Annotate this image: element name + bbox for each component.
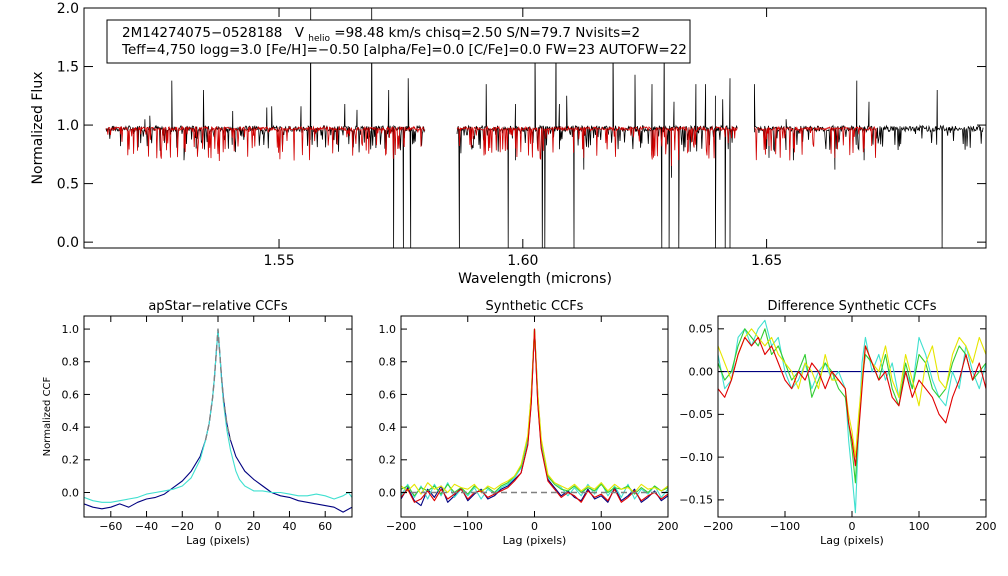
- spectrum-xtick-label: 1.60: [507, 253, 538, 269]
- apstar_ccf-xtick-label: −60: [99, 520, 122, 533]
- apstar_ccf-title: apStar−relative CCFs: [148, 299, 288, 314]
- apstar_ccf-series-cyan: [84, 328, 352, 503]
- spectrum-model-chip-1: [105, 125, 425, 162]
- synthetic_ccf-ytick-label: 0.8: [379, 356, 397, 369]
- spectrum-plot-area: [105, 8, 984, 248]
- synthetic_ccf-series-red: [401, 328, 668, 503]
- synthetic_ccf-ytick-label: 0.4: [379, 421, 397, 434]
- synthetic_ccf-plot-area: [401, 328, 668, 507]
- vhelio-label: V: [295, 25, 305, 41]
- apstar_ccf-xtick-label: 0: [215, 520, 222, 533]
- apstar_ccf-panel: −60 −40 −20 0 20 40 60 0.0 0.2 0.4 0.6 0.8 1.0 Lag (p…: [42, 299, 353, 547]
- info-line-1: 2M14274075−0528188 V helio =98.48 km/s c…: [122, 25, 640, 45]
- spectrum-model-chip-2: [456, 125, 738, 167]
- apstar_ccf-xlabel: Lag (pixels): [186, 534, 250, 547]
- difference_ccf-ytick-label: 0.00: [689, 365, 714, 378]
- synthetic_ccf-series-cyan: [401, 328, 668, 500]
- apstar_ccf-ylabel: Normalized CCF: [42, 376, 53, 456]
- vhelio-value: =98.48 km/s chisq=2.50 S/N=79.7 Nvisits=…: [334, 25, 640, 41]
- synthetic_ccf-series-green: [401, 328, 668, 497]
- spectrum-ytick-label: 2.0: [57, 1, 79, 17]
- spectrum-observed-chip-1: [105, 8, 426, 248]
- apstar_ccf-series-gray-dash: [204, 328, 232, 441]
- apstar_ccf-xtick-label: −20: [171, 520, 194, 533]
- spectrum-model-chip-3: [754, 125, 877, 161]
- difference_ccf-xlabel: Lag (pixels): [820, 534, 884, 547]
- difference_ccf-ytick-label: −0.15: [679, 494, 713, 507]
- spectrum-ytick-label: 0.5: [57, 177, 79, 193]
- synthetic_ccf-ytick-label: 1.0: [379, 323, 397, 336]
- spectrum-xtick-label: 1.65: [751, 253, 782, 269]
- spectrum-xlabel: Wavelength (microns): [458, 271, 612, 287]
- difference_ccf-xtick-label: −100: [770, 520, 800, 533]
- apstar_ccf-xtick-label: 20: [247, 520, 261, 533]
- apstar_ccf-frame: [83, 315, 353, 518]
- difference_ccf-panel: −200 −100 0 100 200 −0.15 −0.10 −0.05 0.00 0.05 La…: [679, 299, 996, 547]
- apstar_ccf-ytick-label: 0.4: [62, 421, 80, 434]
- info-box-frame: [106, 19, 691, 64]
- vhelio-subscript: helio: [308, 34, 330, 44]
- synthetic_ccf-title: Synthetic CCFs: [486, 299, 584, 314]
- apstar_ccf-xtick-label: 40: [282, 520, 296, 533]
- spectrum-ytick-label: 1.5: [57, 59, 79, 75]
- synthetic_ccf-xlabel: Lag (pixels): [503, 534, 567, 547]
- difference_ccf-title: Difference Synthetic CCFs: [767, 299, 936, 314]
- synthetic_ccf-ytick-label: 0.2: [379, 454, 397, 467]
- apstar_ccf-xtick-label: 60: [318, 520, 332, 533]
- difference_ccf-plot-area: [718, 319, 986, 514]
- synthetic_ccf-ytick-label: 0.6: [379, 388, 397, 401]
- spectrum-observed-chip-3: [754, 80, 984, 248]
- synthetic_ccf-series-yellow: [401, 328, 668, 495]
- apstar_ccf-ytick-label: 1.0: [62, 323, 80, 336]
- spectrum-ylabel: Normalized Flux: [30, 72, 46, 185]
- spectrum-ytick-label: 0.0: [57, 235, 79, 251]
- synthetic_ccf-xtick-label: −200: [386, 520, 416, 533]
- spectrum-frame: [83, 7, 987, 249]
- difference_ccf-series-red: [718, 336, 986, 467]
- synthetic_ccf-xtick-label: 100: [591, 520, 612, 533]
- apstar_ccf-ytick-label: 0.2: [62, 454, 80, 467]
- synthetic_ccf-series-navy: [401, 328, 668, 507]
- apstar_ccf-ytick-label: 0.6: [62, 388, 80, 401]
- synthetic_ccf-ytick-label: 0.0: [379, 486, 397, 499]
- synthetic_ccf-xtick-label: −100: [453, 520, 483, 533]
- difference_ccf-xtick-label: 200: [976, 520, 997, 533]
- apstar_ccf-series-navy: [84, 330, 352, 513]
- plots-layer: 1.55 1.60 1.65 0.0 0.5 1.0 1.5 2.0 Wavelength (m…: [30, 1, 997, 547]
- difference_ccf-ytick-label: 0.05: [689, 323, 714, 336]
- synthetic_ccf-xtick-label: 0: [531, 520, 538, 533]
- difference_ccf-ytick-label: −0.10: [679, 451, 713, 464]
- apstar_ccf-ytick-label: 0.0: [62, 486, 80, 499]
- star-id: 2M14274075−0528188: [122, 25, 282, 41]
- spectrum-info-box: 2M14274075−0528188 V helio =98.48 km/s c…: [106, 19, 691, 64]
- difference_ccf-xtick-label: 0: [849, 520, 856, 533]
- spectrum-xtick-label: 1.55: [263, 253, 294, 269]
- apstar_ccf-ytick-label: 0.8: [62, 356, 80, 369]
- synthetic_ccf-xtick-label: 200: [658, 520, 679, 533]
- info-line-2: Teff=4,750 logg=3.0 [Fe/H]=−0.50 [alpha/…: [121, 42, 687, 58]
- difference_ccf-xtick-label: −200: [703, 520, 733, 533]
- apstar_ccf-xtick-label: −40: [135, 520, 158, 533]
- apstar_ccf-plot-area: [84, 328, 352, 513]
- spectrum-ytick-label: 1.0: [57, 118, 79, 134]
- difference_ccf-ytick-label: −0.05: [679, 408, 713, 421]
- difference_ccf-series-cyan: [718, 319, 986, 514]
- difference_ccf-series-green: [718, 328, 986, 484]
- spectrum-panel: 1.55 1.60 1.65 0.0 0.5 1.0 1.5 2.0 Wavelength (m…: [30, 1, 987, 287]
- difference_ccf-xtick-label: 100: [909, 520, 930, 533]
- synthetic_ccf-panel: −200 −100 0 100 200 0.0 0.2 0.4 0.6 0.8 1.0 Lag (pi…: [379, 299, 679, 547]
- difference_ccf-series-yellow: [718, 328, 986, 458]
